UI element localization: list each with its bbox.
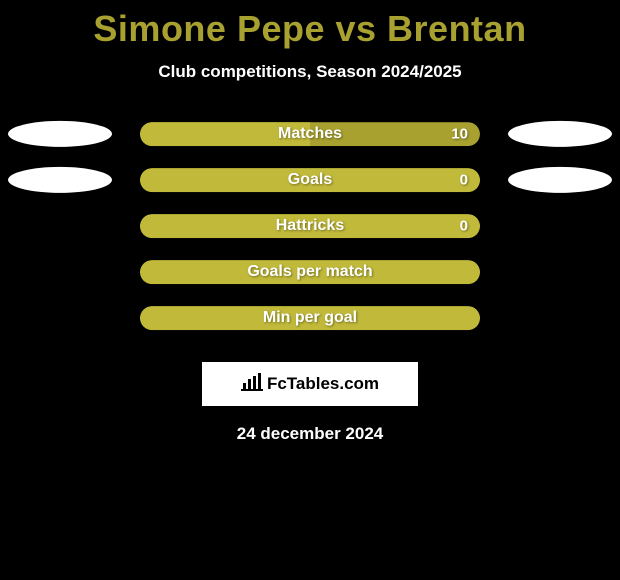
logo-box: FcTables.com	[202, 362, 418, 406]
stat-label: Min per goal	[140, 309, 480, 327]
date-text: 24 december 2024	[0, 424, 620, 444]
player-left-marker	[8, 121, 112, 147]
stat-row: Hattricks0	[0, 206, 620, 252]
logo: FcTables.com	[241, 373, 379, 396]
stat-bar: Goals0	[140, 168, 480, 192]
stat-label: Matches	[140, 125, 480, 143]
stat-value-right: 0	[460, 218, 468, 235]
stat-label: Goals	[140, 171, 480, 189]
player-right-marker	[508, 167, 612, 193]
subtitle: Club competitions, Season 2024/2025	[0, 62, 620, 82]
page-title: Simone Pepe vs Brentan	[0, 0, 620, 50]
stat-value-right: 10	[451, 126, 468, 143]
stat-label: Hattricks	[140, 217, 480, 235]
stat-bar: Min per goal	[140, 306, 480, 330]
stat-row: Min per goal	[0, 298, 620, 344]
player-left-marker	[8, 167, 112, 193]
stat-bar: Matches10	[140, 122, 480, 146]
stat-bar: Goals per match	[140, 260, 480, 284]
stat-row: Matches10	[0, 114, 620, 160]
stat-value-right: 0	[460, 172, 468, 189]
chart-icon	[241, 373, 263, 396]
stat-row: Goals0	[0, 160, 620, 206]
logo-text: FcTables.com	[267, 374, 379, 394]
stats-container: Matches10Goals0Hattricks0Goals per match…	[0, 114, 620, 344]
stat-label: Goals per match	[140, 263, 480, 281]
stat-bar: Hattricks0	[140, 214, 480, 238]
player-right-marker	[508, 121, 612, 147]
stat-row: Goals per match	[0, 252, 620, 298]
